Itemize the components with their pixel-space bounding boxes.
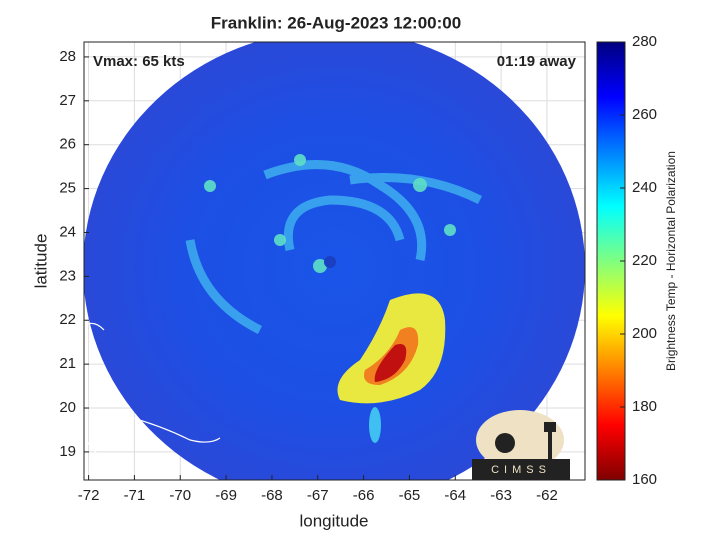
colorbar-label: Brightness Temp - Horizontal Polarizatio… xyxy=(664,151,678,371)
x-tick-label: -71 xyxy=(124,487,146,504)
y-tick-label: 20 xyxy=(59,399,76,416)
x-tick-label: -66 xyxy=(353,487,375,504)
colorbar-tick-label: 200 xyxy=(632,325,657,342)
x-tick-label: -63 xyxy=(490,487,512,504)
x-tick-label: -64 xyxy=(444,487,466,504)
y-axis-label: latitude xyxy=(31,234,50,289)
y-tick-label: 24 xyxy=(59,223,76,240)
x-tick-label: -62 xyxy=(536,487,558,504)
x-tick-label: -72 xyxy=(78,487,100,504)
x-tick-label: -70 xyxy=(169,487,191,504)
swath-image xyxy=(84,42,585,480)
vmax-annotation: Vmax: 65 kts xyxy=(93,53,185,70)
title: Franklin: 26-Aug-2023 12:00:00 xyxy=(211,13,461,32)
x-tick-label: -67 xyxy=(307,487,329,504)
x-axis-label: longitude xyxy=(299,511,368,530)
plot-frame xyxy=(83,41,586,481)
colorbar-tick-label: 160 xyxy=(632,471,657,488)
y-tick-label: 25 xyxy=(59,180,76,197)
x-tick-label: -69 xyxy=(215,487,237,504)
colorbar-tick-label: 280 xyxy=(632,33,657,50)
y-tick-label: 21 xyxy=(59,355,76,372)
colorbar-tick-label: 220 xyxy=(632,252,657,269)
logo: CIMSS xyxy=(472,410,570,480)
colorbar-tick-label: 180 xyxy=(632,398,657,415)
colorbar-tick-label: 240 xyxy=(632,179,657,196)
y-tick-label: 28 xyxy=(59,48,76,65)
logo-text: CIMSS xyxy=(491,464,551,476)
x-tick-label: -65 xyxy=(399,487,421,504)
x-tick-label: -68 xyxy=(261,487,283,504)
time-annotation: 01:19 away xyxy=(497,53,577,70)
colorbar-tick-label: 260 xyxy=(632,106,657,123)
y-tick-label: 27 xyxy=(59,92,76,109)
y-tick-label: 26 xyxy=(59,136,76,153)
y-tick-label: 19 xyxy=(59,443,76,460)
y-tick-label: 23 xyxy=(59,267,76,284)
y-tick-label: 22 xyxy=(59,311,76,328)
